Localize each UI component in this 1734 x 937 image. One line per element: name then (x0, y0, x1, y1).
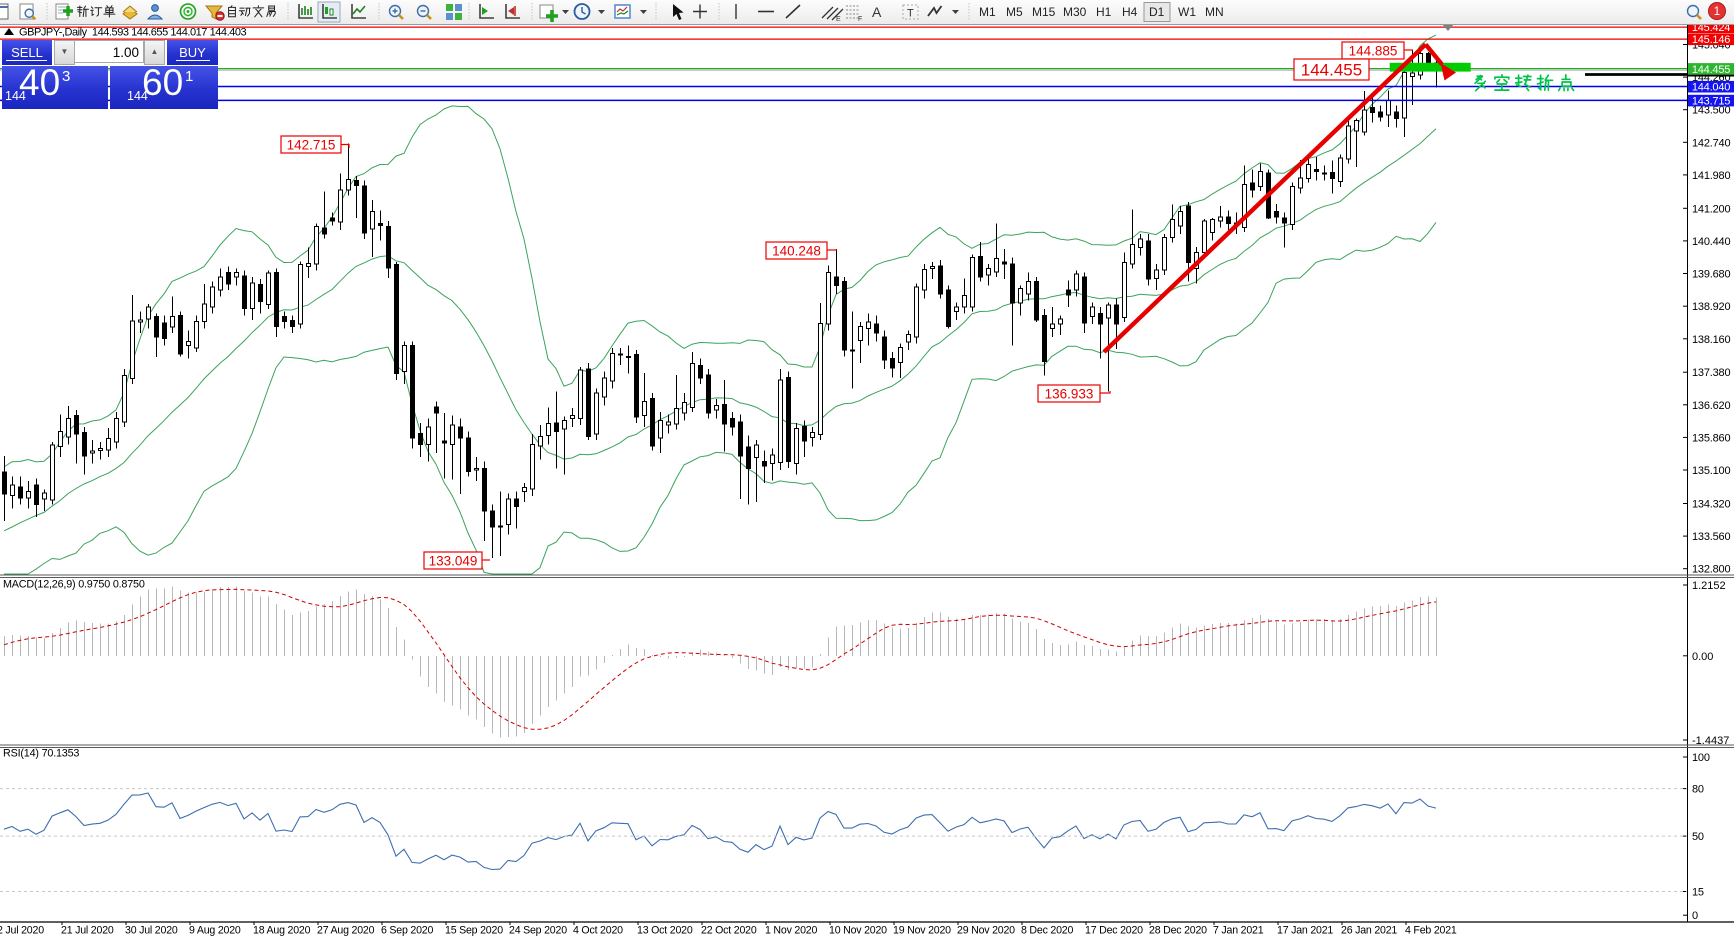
svg-text:H1: H1 (1096, 5, 1112, 19)
svg-text:F: F (858, 16, 862, 23)
svg-text:4 Feb 2021: 4 Feb 2021 (1405, 925, 1457, 937)
svg-text:132.800: 132.800 (1692, 564, 1730, 576)
svg-text:28 Dec 2020: 28 Dec 2020 (1149, 925, 1207, 937)
svg-text:M1: M1 (979, 5, 996, 19)
svg-text:145.146: 145.146 (1692, 34, 1730, 46)
svg-text:29 Nov 2020: 29 Nov 2020 (957, 925, 1015, 937)
svg-text:MACD(12,26,9) 0.9750 0.8750: MACD(12,26,9) 0.9750 0.8750 (3, 579, 145, 591)
svg-text:0: 0 (1692, 910, 1698, 922)
svg-text:136.933: 136.933 (1045, 386, 1094, 401)
svg-text:6 Sep 2020: 6 Sep 2020 (381, 925, 434, 937)
svg-text:H4: H4 (1122, 5, 1138, 19)
svg-text:22 Oct 2020: 22 Oct 2020 (701, 925, 757, 937)
svg-text:100: 100 (1692, 752, 1710, 764)
svg-text:7 Jan 2021: 7 Jan 2021 (1213, 925, 1264, 937)
svg-text:4 Oct 2020: 4 Oct 2020 (573, 925, 623, 937)
svg-text:1: 1 (1714, 6, 1720, 18)
svg-text:MN: MN (1205, 5, 1224, 19)
svg-text:133.560: 133.560 (1692, 531, 1730, 543)
svg-text:136.620: 136.620 (1692, 400, 1730, 412)
svg-text:D1: D1 (1149, 5, 1165, 19)
svg-text:15 Sep 2020: 15 Sep 2020 (445, 925, 503, 937)
svg-text:M15: M15 (1032, 5, 1056, 19)
svg-text:143.715: 143.715 (1692, 96, 1730, 108)
svg-text:T: T (907, 8, 914, 20)
svg-text:142.715: 142.715 (287, 137, 336, 152)
svg-text:18 Aug 2020: 18 Aug 2020 (253, 925, 311, 937)
svg-text:RSI(14) 70.1353: RSI(14) 70.1353 (3, 748, 79, 760)
svg-text:144.885: 144.885 (1349, 43, 1398, 58)
svg-text:17 Jan 2021: 17 Jan 2021 (1277, 925, 1333, 937)
svg-text:W1: W1 (1178, 5, 1196, 19)
svg-text:144.455: 144.455 (1301, 61, 1362, 80)
svg-text:141.980: 141.980 (1692, 170, 1730, 182)
svg-text:A: A (872, 4, 882, 20)
svg-text:E: E (836, 16, 841, 23)
svg-text:-1.4437: -1.4437 (1692, 735, 1729, 747)
svg-text:27 Aug 2020: 27 Aug 2020 (317, 925, 375, 937)
svg-text:80: 80 (1692, 784, 1704, 796)
svg-text:140.248: 140.248 (772, 243, 821, 258)
svg-text:M5: M5 (1006, 5, 1023, 19)
svg-text:2 Jul 2020: 2 Jul 2020 (0, 925, 44, 937)
svg-text:135.100: 135.100 (1692, 465, 1730, 477)
svg-text:1.2152: 1.2152 (1692, 580, 1726, 592)
svg-text:50: 50 (1692, 831, 1704, 843)
svg-text:8 Dec 2020: 8 Dec 2020 (1021, 925, 1073, 937)
svg-text:134.320: 134.320 (1692, 499, 1730, 511)
svg-text:9 Aug 2020: 9 Aug 2020 (189, 925, 241, 937)
svg-text:145.424: 145.424 (1692, 22, 1730, 34)
svg-text:140.440: 140.440 (1692, 236, 1730, 248)
svg-text:143.500: 143.500 (1692, 105, 1730, 117)
svg-text:M30: M30 (1063, 5, 1087, 19)
svg-text:138.160: 138.160 (1692, 334, 1730, 346)
svg-text:26 Jan 2021: 26 Jan 2021 (1341, 925, 1397, 937)
svg-text:142.740: 142.740 (1692, 137, 1730, 149)
svg-text:19 Nov 2020: 19 Nov 2020 (893, 925, 951, 937)
svg-text:13 Oct 2020: 13 Oct 2020 (637, 925, 693, 937)
svg-text:137.380: 137.380 (1692, 367, 1730, 379)
svg-text:24 Sep 2020: 24 Sep 2020 (509, 925, 567, 937)
svg-text:21 Jul 2020: 21 Jul 2020 (61, 925, 114, 937)
svg-text:10 Nov 2020: 10 Nov 2020 (829, 925, 887, 937)
svg-text:135.860: 135.860 (1692, 432, 1730, 444)
svg-text:144.455: 144.455 (1692, 64, 1730, 76)
svg-text:139.680: 139.680 (1692, 269, 1730, 281)
svg-text:138.920: 138.920 (1692, 301, 1730, 313)
svg-text:GBPJPY-,Daily 144.593 144.655: GBPJPY-,Daily 144.593 144.655 144.017 14… (19, 27, 247, 39)
svg-text:144.040: 144.040 (1692, 82, 1730, 94)
svg-text:133.049: 133.049 (429, 553, 478, 568)
svg-text:1 Nov 2020: 1 Nov 2020 (765, 925, 817, 937)
svg-text:30 Jul 2020: 30 Jul 2020 (125, 925, 178, 937)
svg-text:15: 15 (1692, 887, 1704, 899)
svg-text:17 Dec 2020: 17 Dec 2020 (1085, 925, 1143, 937)
svg-text:141.200: 141.200 (1692, 203, 1730, 215)
svg-text:0.00: 0.00 (1692, 651, 1713, 663)
